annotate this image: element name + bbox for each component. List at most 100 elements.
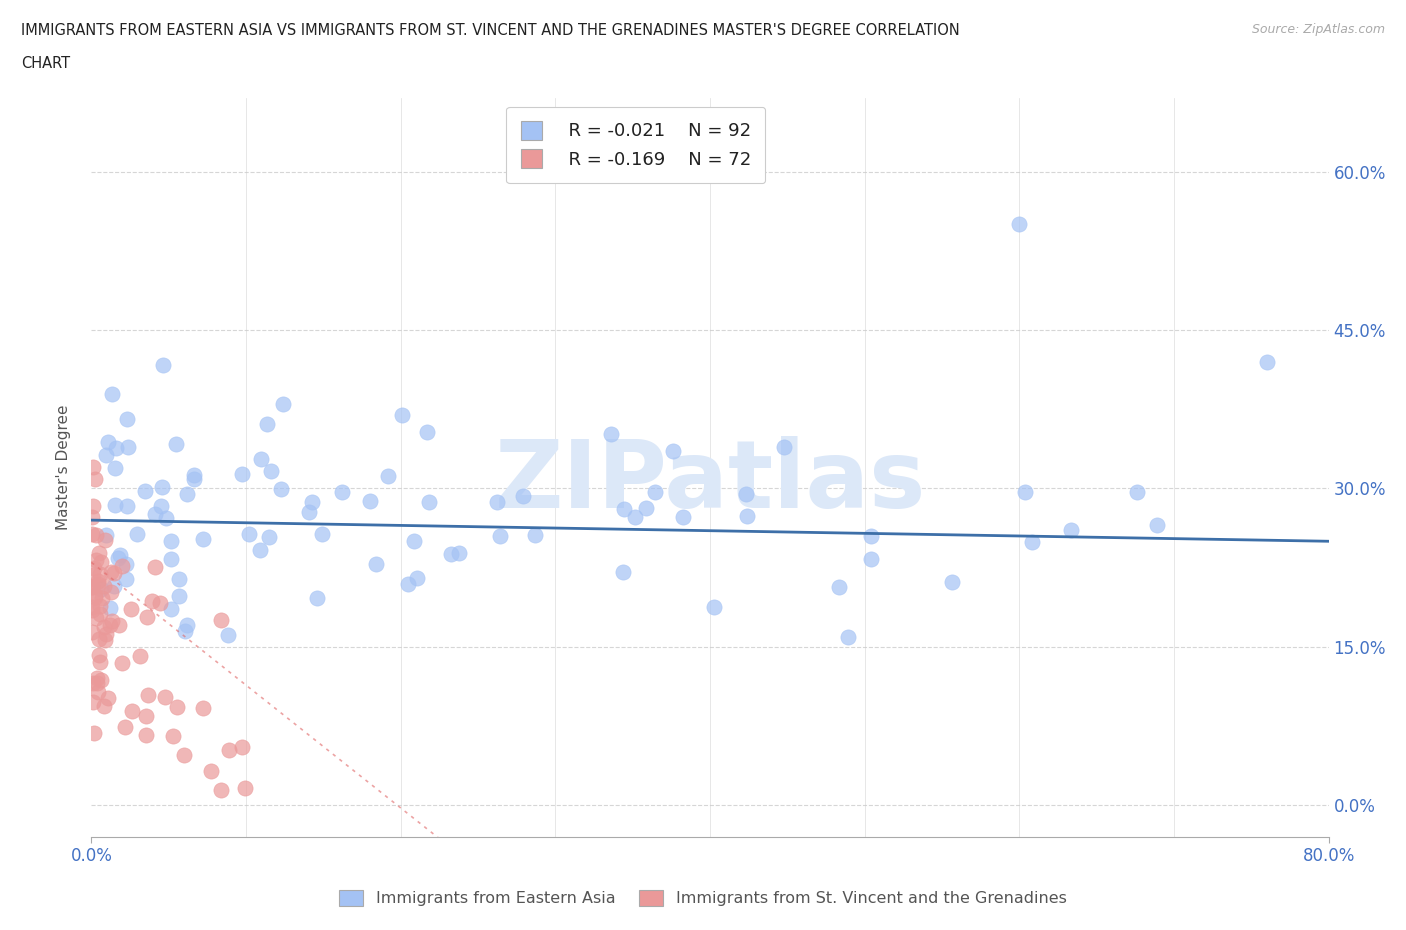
Point <box>82 675 104 690</box>
Point <box>259 530 281 545</box>
Point <box>114 719 136 734</box>
Point <box>859 529 882 544</box>
Point <box>1126 485 1149 499</box>
Point <box>87 577 110 591</box>
Point <box>828 579 851 594</box>
Point <box>82 460 104 474</box>
Point <box>773 439 796 454</box>
Point <box>90 581 112 596</box>
Point <box>83 725 105 740</box>
Point <box>402 534 425 549</box>
Point <box>97 690 120 705</box>
Point <box>96 527 118 542</box>
Point <box>117 440 139 455</box>
Point <box>110 548 132 563</box>
Point <box>104 461 127 476</box>
Point <box>366 556 388 571</box>
Point <box>89 655 111 670</box>
Point <box>311 527 333 542</box>
Point <box>150 480 173 495</box>
Point <box>86 671 108 686</box>
Text: Source: ZipAtlas.com: Source: ZipAtlas.com <box>1251 23 1385 36</box>
Point <box>218 743 240 758</box>
Point <box>90 673 112 688</box>
Point <box>301 495 323 510</box>
Point <box>98 618 121 632</box>
Point <box>217 628 239 643</box>
Text: ZIPatlas: ZIPatlas <box>495 436 925 528</box>
Point <box>136 688 159 703</box>
Point <box>82 600 104 615</box>
Point <box>93 578 115 593</box>
Point <box>160 534 183 549</box>
Point <box>200 764 222 778</box>
Point <box>115 557 138 572</box>
Legend:   R = -0.021    N = 92,   R = -0.169    N = 72: R = -0.021 N = 92, R = -0.169 N = 72 <box>506 107 765 183</box>
Point <box>160 602 183 617</box>
Point <box>89 599 111 614</box>
Point <box>87 546 110 561</box>
Point <box>1059 523 1081 538</box>
Point <box>165 437 187 452</box>
Point <box>260 463 283 478</box>
Point <box>159 551 181 566</box>
Point <box>94 532 117 547</box>
Point <box>703 600 725 615</box>
Text: IMMIGRANTS FROM EASTERN ASIA VS IMMIGRANTS FROM ST. VINCENT AND THE GRENADINES M: IMMIGRANTS FROM EASTERN ASIA VS IMMIGRAN… <box>21 23 960 38</box>
Point <box>359 494 381 509</box>
Point <box>377 469 399 484</box>
Point <box>98 601 121 616</box>
Point <box>391 408 413 423</box>
Point <box>183 468 205 483</box>
Y-axis label: Master's Degree: Master's Degree <box>56 405 70 530</box>
Point <box>82 624 104 639</box>
Point <box>135 727 157 742</box>
Point <box>86 675 108 690</box>
Point <box>152 358 174 373</box>
Point <box>114 571 136 586</box>
Point <box>193 531 215 546</box>
Point <box>149 498 172 513</box>
Point <box>249 542 271 557</box>
Point <box>176 618 198 632</box>
Point <box>82 695 104 710</box>
Point <box>167 572 190 587</box>
Point <box>734 486 756 501</box>
Point <box>396 577 419 591</box>
Point <box>89 566 111 581</box>
Point <box>634 500 657 515</box>
Point <box>82 603 104 618</box>
Point <box>87 685 110 700</box>
Point <box>89 648 111 663</box>
Point <box>125 526 148 541</box>
Point <box>84 553 107 568</box>
Point <box>1014 485 1036 499</box>
Text: CHART: CHART <box>21 56 70 71</box>
Point <box>84 611 107 626</box>
Point <box>105 441 128 456</box>
Point <box>489 528 512 543</box>
Point <box>87 631 110 646</box>
Point <box>167 588 190 603</box>
Point <box>111 559 134 574</box>
Point <box>134 484 156 498</box>
Point <box>512 488 534 503</box>
Point <box>155 511 177 525</box>
Point <box>82 526 104 541</box>
Point <box>837 630 859 644</box>
Point <box>176 487 198 502</box>
Point <box>418 495 440 510</box>
Point <box>91 591 114 605</box>
Point <box>447 546 470 561</box>
Point <box>271 397 294 412</box>
Point <box>1146 518 1168 533</box>
Point <box>662 444 685 458</box>
Point <box>330 485 353 499</box>
Point <box>174 624 197 639</box>
Point <box>121 704 143 719</box>
Point <box>135 709 157 724</box>
Point <box>250 451 273 466</box>
Point <box>644 485 666 499</box>
Point <box>84 527 107 542</box>
Point <box>96 626 118 641</box>
